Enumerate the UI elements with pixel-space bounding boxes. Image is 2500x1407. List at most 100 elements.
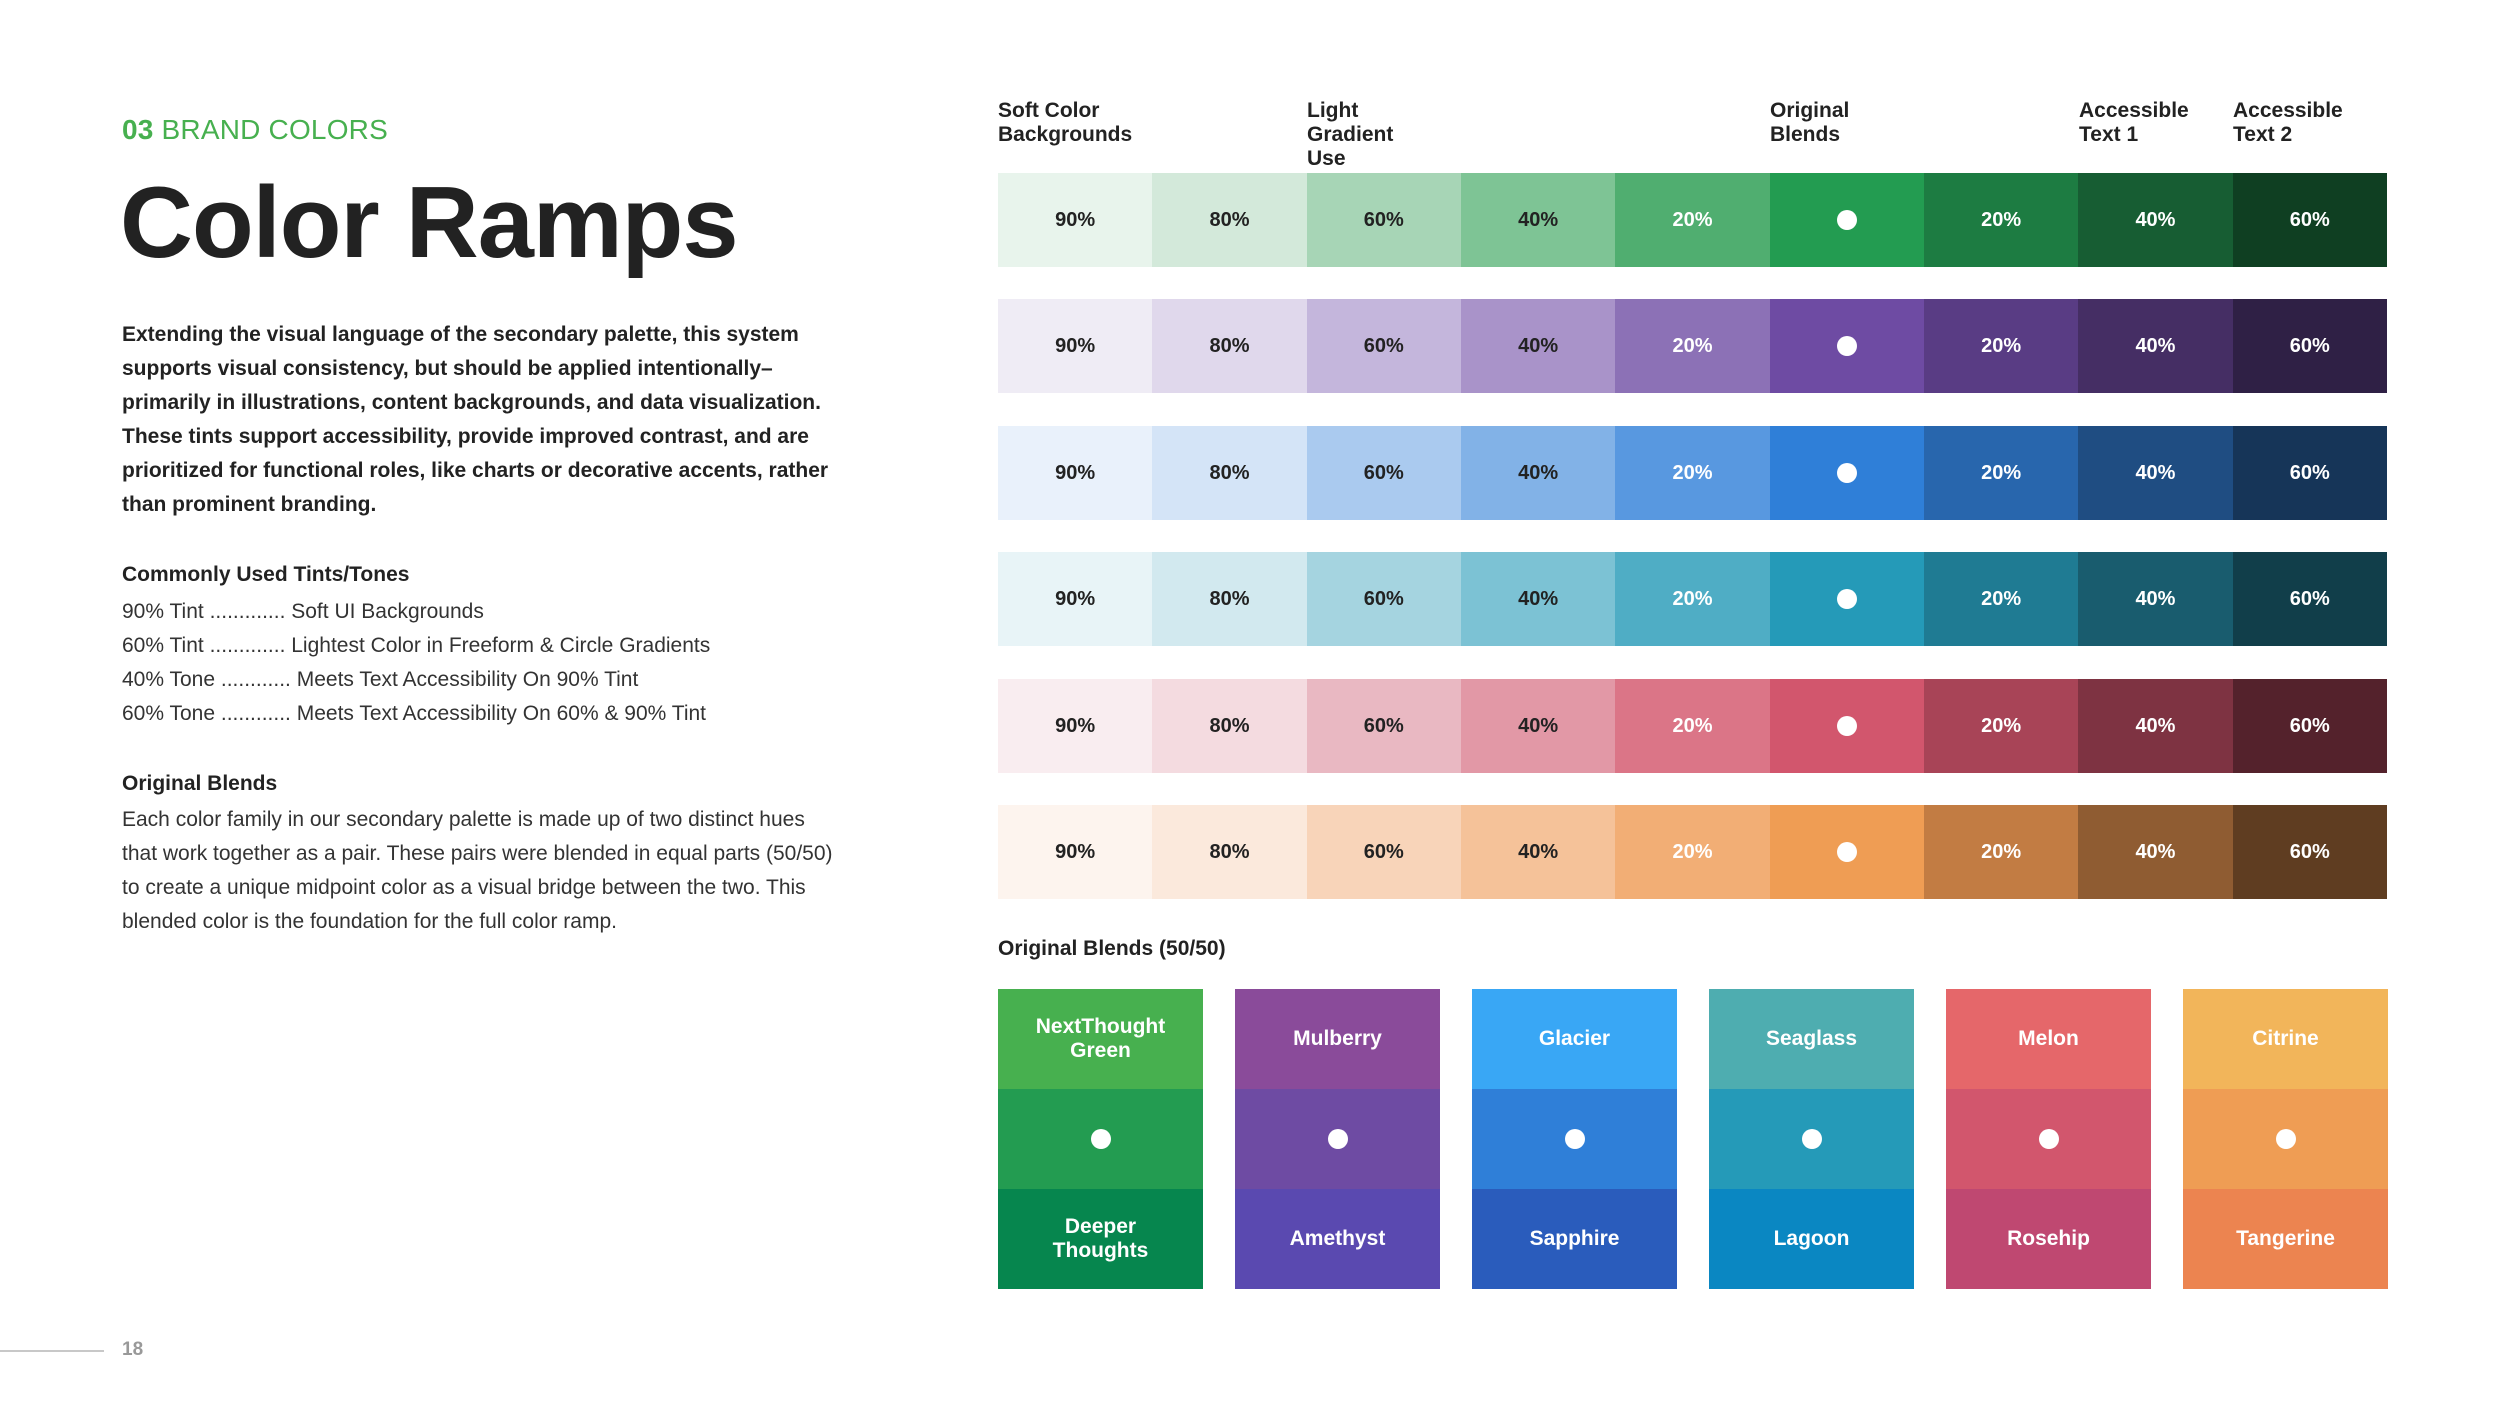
blend-bottom-color: Lagoon (1709, 1189, 1914, 1289)
swatch-label: 80% (1209, 587, 1250, 610)
swatch-label: 40% (2135, 461, 2176, 484)
ramp-swatch: 20% (1615, 173, 1770, 267)
blend-swatch: Melon Rosehip (1946, 989, 2151, 1289)
ramp-swatch: 60% (2232, 299, 2387, 393)
swatch-label: 80% (1209, 208, 1250, 231)
column-header: Original Blends (1770, 99, 1850, 146)
ramp-row-teal: 90% 80% 60% 40% 20% 20% 40% 60% (998, 552, 2387, 646)
ramp-row-orange: 90% 80% 60% 40% 20% 20% 40% 60% (998, 805, 2387, 899)
swatch-label: 90% (1055, 840, 1096, 863)
swatch-label: 60% (1363, 208, 1404, 231)
ramp-swatch: 40% (1460, 805, 1616, 899)
column-header: Accessible Text 1 (2079, 99, 2189, 146)
swatch-label: 80% (1209, 461, 1250, 484)
swatch-label: 40% (1518, 208, 1559, 231)
tint-item: 60% Tone ............ Meets Text Accessi… (122, 697, 882, 731)
intro-paragraph: Extending the visual language of the sec… (122, 323, 829, 516)
blend-dot-icon (1801, 1129, 1822, 1149)
swatch-label: 20% (1672, 334, 1713, 357)
swatch-label: 40% (1518, 714, 1559, 737)
blend-mid-color (2183, 1089, 2388, 1189)
blend-dot-icon (1327, 1129, 1348, 1149)
swatch-label: 40% (2135, 587, 2176, 610)
ramp-row-purple: 90% 80% 60% 40% 20% 20% 40% 60% (998, 299, 2387, 393)
ramp-swatch: 90% (998, 426, 1153, 520)
tint-dots: ............. (209, 600, 292, 623)
swatch-label: 60% (1363, 840, 1404, 863)
ramp-swatch: 60% (2232, 805, 2387, 899)
ramp-swatch: 80% (1152, 299, 1307, 393)
tint-dots: ............. (209, 634, 292, 657)
blend-dot-icon (2038, 1129, 2059, 1149)
swatch-label: 60% (2289, 840, 2330, 863)
ramp-swatch: 60% (2232, 552, 2387, 646)
ramp-swatch: 40% (2078, 299, 2233, 393)
ramp-swatch: 20% (1615, 426, 1770, 520)
blend-dot-icon (1090, 1129, 1111, 1149)
ramp-swatch: 20% (1615, 805, 1770, 899)
blend-top-color: Glacier (1472, 989, 1677, 1089)
blend-mid-color (1235, 1089, 1440, 1189)
ramp-swatch: 60% (1306, 426, 1461, 520)
original-blends-title: Original Blends (50/50) (998, 937, 1226, 960)
ramp-swatch: 40% (2078, 173, 2233, 267)
section-number: 03 (122, 114, 154, 145)
blend-mid-color (1709, 1089, 1914, 1189)
ramp-swatch: 20% (1615, 679, 1770, 773)
tint-desc: Meets Text Accessibility On 90% Tint (296, 668, 639, 691)
swatch-label: 60% (1363, 587, 1404, 610)
blend-dot-icon (1836, 716, 1857, 736)
blend-mid-color (998, 1089, 1203, 1189)
tint-item: 60% Tint ............. Lightest Color in… (122, 629, 882, 663)
ramp-swatch: 20% (1923, 552, 2079, 646)
swatch-label: 20% (1672, 714, 1713, 737)
blend-swatch: Seaglass Lagoon (1709, 989, 1914, 1289)
ramp-row-rose: 90% 80% 60% 40% 20% 20% 40% 60% (998, 679, 2387, 773)
tint-key: 90% Tint (122, 600, 210, 623)
blend-swatch: Citrine Tangerine (2183, 989, 2388, 1289)
blend-bottom-color: Deeper Thoughts (998, 1189, 1203, 1289)
column-header: Soft Color Backgrounds (998, 99, 1133, 146)
ramp-swatch-original (1769, 552, 1924, 646)
tint-key: 60% Tint (122, 634, 210, 657)
ramp-swatch: 80% (1152, 426, 1307, 520)
tint-key: 60% Tone (122, 702, 221, 725)
swatch-label: 20% (1672, 587, 1713, 610)
ramp-swatch: 90% (998, 173, 1153, 267)
swatch-label: 80% (1209, 840, 1250, 863)
swatch-label: 90% (1055, 587, 1096, 610)
swatch-label: 80% (1209, 714, 1250, 737)
blend-top-color: Melon (1946, 989, 2151, 1089)
ramp-swatch: 90% (998, 552, 1153, 646)
blend-bottom-color: Tangerine (2183, 1189, 2388, 1289)
swatch-label: 20% (1672, 461, 1713, 484)
tint-key: 40% Tone (122, 668, 221, 691)
ramp-swatch: 60% (2232, 426, 2387, 520)
swatch-label: 90% (1055, 714, 1096, 737)
blend-dot-icon (1836, 336, 1857, 356)
ramp-swatch-original (1769, 173, 1924, 267)
ramp-swatch: 60% (1306, 805, 1461, 899)
ramp-swatch: 20% (1923, 173, 2079, 267)
tint-dots: ............ (220, 702, 297, 725)
blend-dot-icon (1836, 463, 1857, 483)
ramp-swatch: 90% (998, 299, 1153, 393)
swatch-label: 40% (2135, 208, 2176, 231)
ramp-swatch: 90% (998, 679, 1153, 773)
blend-top-color: Mulberry (1235, 989, 1440, 1089)
ramp-swatch: 40% (1460, 426, 1616, 520)
swatch-label: 20% (1981, 208, 2022, 231)
blend-dot-icon (1836, 589, 1857, 609)
ramp-swatch: 40% (1460, 679, 1616, 773)
swatch-label: 20% (1981, 840, 2022, 863)
swatch-label: 40% (2135, 840, 2176, 863)
ramp-swatch: 20% (1923, 679, 2079, 773)
section-name: BRAND COLORS (161, 114, 388, 145)
swatch-label: 90% (1055, 208, 1096, 231)
ramp-swatch: 40% (2078, 426, 2233, 520)
swatch-label: 40% (1518, 587, 1559, 610)
blend-mid-color (1946, 1089, 2151, 1189)
page-number: 18 (122, 1339, 144, 1360)
tint-desc: Soft UI Backgrounds (291, 600, 484, 623)
ramp-swatch: 40% (2078, 805, 2233, 899)
